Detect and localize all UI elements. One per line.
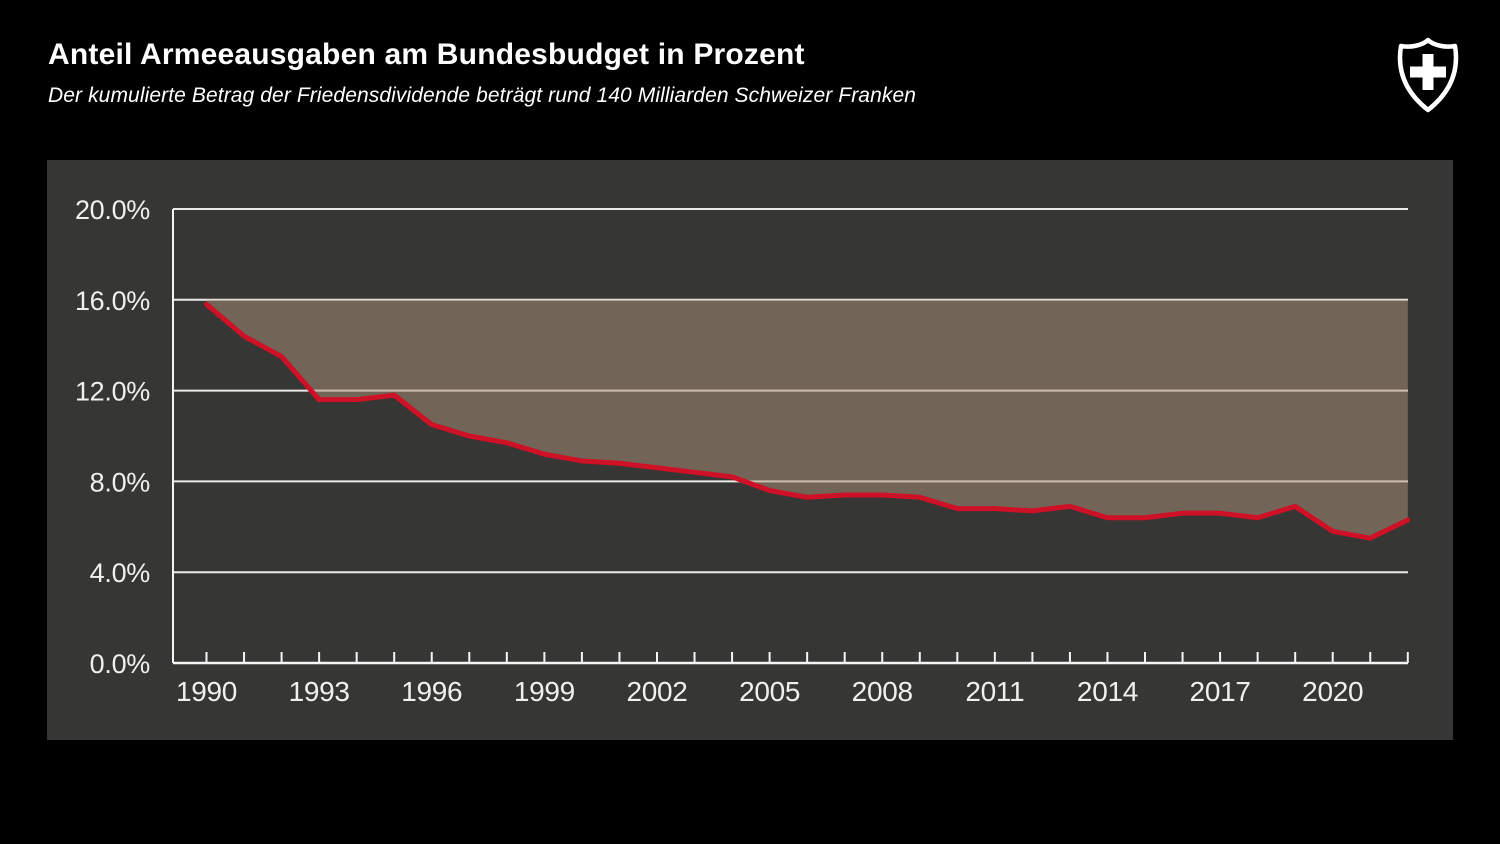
x-tick-label: 1996 (401, 676, 462, 707)
chart-panel: 0.0% 4.0% 8.0% 12.0% 16.0% 20.0% 1990 1993 1996 1… (47, 160, 1453, 740)
x-tick-label: 1990 (176, 676, 237, 707)
x-tick-label: 2008 (852, 676, 913, 707)
x-tick-label: 2005 (739, 676, 800, 707)
y-tick-label: 20.0% (75, 195, 150, 225)
y-tick-label: 16.0% (75, 286, 150, 316)
x-tick-label: 1993 (289, 676, 350, 707)
x-axis-ticks (205, 652, 1409, 663)
swiss-army-shield-icon (1397, 37, 1459, 113)
x-tick-label: 2020 (1302, 676, 1363, 707)
line-chart: 0.0%4.0%8.0%12.0%16.0%20.0%1990 1993 1996 1… (75, 195, 1411, 707)
x-tick-label: 1999 (514, 676, 575, 707)
y-tick-label: 8.0% (90, 467, 151, 497)
y-tick-label: 12.0% (75, 377, 150, 407)
header: Anteil Armeeausgaben am Bundesbudget in … (48, 38, 916, 108)
x-axis-labels: 1990 1993 1996 1999 2002 2005 2008 2011 2014 2017… (176, 676, 1364, 707)
y-tick-label: 0.0% (90, 649, 151, 679)
page-subtitle: Der kumulierte Betrag der Friedensdivide… (48, 84, 917, 107)
x-tick-label: 2002 (626, 676, 687, 707)
x-tick-label: 2017 (1190, 676, 1251, 707)
x-tick-label: 2011 (965, 676, 1024, 707)
swiss-cross (1410, 54, 1446, 90)
area-fill (206, 299, 1408, 539)
y-axis-labels: 0.0% 4.0% 8.0% 12.0% 16.0% 20.0% (75, 195, 151, 679)
page-title: Anteil Armeeausgaben am Bundesbudget in … (48, 38, 805, 71)
trend-line (204, 301, 1411, 541)
y-tick-label: 4.0% (90, 558, 151, 588)
x-tick-label: 2014 (1077, 676, 1138, 707)
shield-outline (1397, 37, 1459, 113)
